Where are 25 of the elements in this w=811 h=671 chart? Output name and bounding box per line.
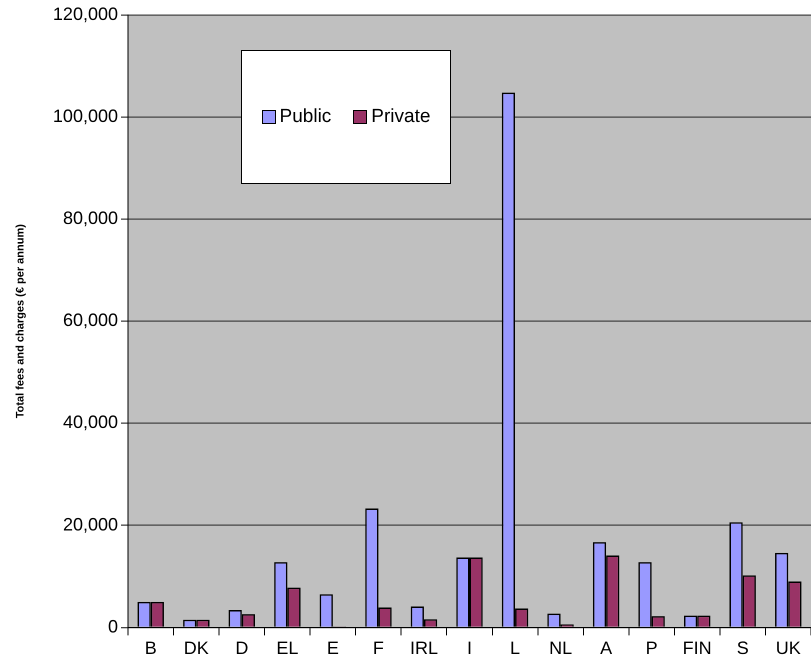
- x-tick-label: UK: [776, 638, 801, 658]
- x-tick-label: FIN: [682, 638, 712, 658]
- x-tick-label: IRL: [410, 638, 438, 658]
- x-tick-label: B: [144, 638, 157, 658]
- y-tick-label: 20,000: [62, 514, 118, 534]
- x-tick-label: EL: [276, 638, 298, 658]
- x-tick-label: F: [372, 638, 384, 658]
- x-tick-label: D: [235, 638, 248, 658]
- x-tick-label: A: [600, 638, 612, 658]
- x-tick-label: E: [326, 638, 339, 658]
- y-tick-label: 60,000: [62, 310, 118, 330]
- legend-label: Public: [280, 106, 332, 128]
- x-tick-label: NL: [549, 638, 572, 658]
- x-tick-label: P: [646, 638, 658, 658]
- x-tick-label: L: [510, 638, 520, 658]
- y-tick-label: 0: [108, 616, 118, 636]
- y-tick-label: 80,000: [62, 208, 118, 228]
- x-tick-label: I: [466, 638, 472, 658]
- x-tick-label: S: [736, 638, 749, 658]
- y-tick-label: 40,000: [62, 412, 118, 432]
- y-tick-label: 120,000: [52, 4, 118, 24]
- x-tick-label: DK: [184, 638, 209, 658]
- legend-label: Private: [371, 106, 430, 128]
- y-tick-label: 100,000: [52, 106, 118, 126]
- y-axis-title: Total fees and charges (€ per annum): [14, 224, 27, 418]
